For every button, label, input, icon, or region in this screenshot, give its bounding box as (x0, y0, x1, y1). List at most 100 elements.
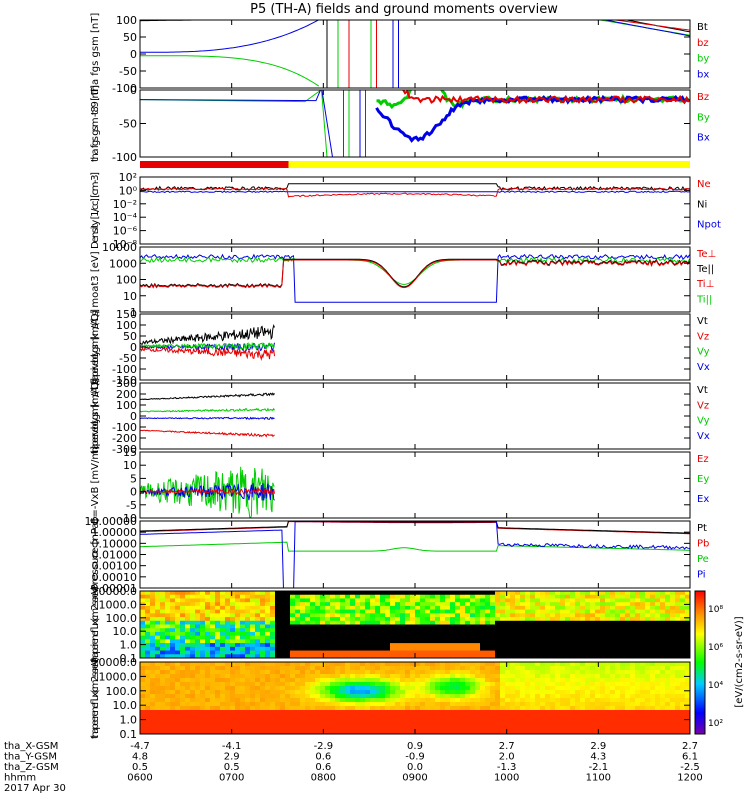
spectrogram-cell (550, 654, 556, 658)
spectrogram-cell (175, 635, 181, 640)
spectrogram-cell (420, 714, 426, 719)
spectrogram-cell (290, 670, 296, 675)
spectrogram-cell (580, 714, 586, 719)
spectrogram-cell (375, 631, 381, 637)
spectrogram-cell (415, 643, 421, 648)
spectrogram-cell (510, 635, 516, 640)
spectrogram-cell (495, 706, 501, 711)
spectrogram-cell (395, 674, 401, 679)
spectrogram-cell (440, 598, 446, 603)
spectrogram-cell (210, 686, 216, 691)
spectrogram-cell (500, 666, 506, 671)
spectrogram-cell (445, 591, 451, 596)
spectrogram-cell (395, 666, 401, 671)
spectrogram-cell (540, 639, 546, 644)
spectrogram-cell (480, 654, 486, 658)
spectrogram-cell (530, 726, 536, 731)
spectrogram-cell (360, 674, 366, 679)
spectrogram-cell (495, 666, 501, 671)
spectrogram-cell (245, 690, 251, 695)
spectrogram-cell (530, 635, 536, 640)
spectrogram-cell (395, 686, 401, 691)
spectrogram-cell (395, 609, 401, 614)
spectrogram-cell (225, 666, 231, 671)
spectrogram-cell (485, 662, 491, 667)
spectrogram-cell (530, 643, 536, 648)
spectrogram-cell (685, 722, 690, 727)
spectrogram-cell (280, 650, 286, 655)
spectrogram-cell (140, 706, 146, 711)
spectrogram-cell (415, 706, 421, 711)
spectrogram-cell (210, 591, 216, 596)
spectrogram-cell (235, 682, 241, 687)
spectrogram-cell (625, 722, 631, 727)
spectrogram-cell (220, 678, 226, 683)
spectrogram-cell (505, 613, 511, 618)
spectrogram-cell (685, 609, 690, 614)
spectrogram-cell (425, 602, 431, 607)
spectrogram-cell (215, 631, 221, 637)
spectrogram-cell (335, 702, 341, 707)
spectrogram-cell (165, 631, 171, 637)
spectrogram-cell (450, 730, 456, 734)
spectrogram-cell (365, 686, 371, 691)
spectrogram-cell (285, 605, 291, 611)
spectrogram-cell (305, 690, 311, 695)
spectrogram-cell (610, 602, 616, 607)
spectrogram-cell (275, 662, 281, 667)
spectrogram-cell (290, 643, 296, 648)
spectrogram-cell (620, 674, 626, 679)
spectrogram-cell (435, 613, 441, 618)
spectrogram-cell (345, 678, 351, 683)
spectrogram-cell (255, 722, 261, 727)
spectrogram-cell (395, 722, 401, 727)
spectrogram-cell (600, 682, 606, 687)
y-tick-label: 1.0 (120, 714, 138, 727)
spectrogram-cell (410, 722, 416, 727)
spectrogram-cell (165, 643, 171, 648)
spectrogram-cell (360, 650, 366, 655)
spectrogram-cell (555, 722, 561, 727)
spectrogram-cell (660, 694, 666, 699)
spectrogram-cell (140, 635, 146, 640)
spectrogram-cell (485, 730, 491, 734)
vt-trace (140, 323, 275, 345)
spectrogram-cell (385, 609, 391, 614)
spectrogram-cell (470, 698, 476, 703)
spectrogram-cell (335, 643, 341, 648)
spectrogram-cell (640, 670, 646, 675)
spectrogram-cell (465, 654, 471, 658)
spectrogram-cell (645, 706, 651, 711)
spectrogram-cell (195, 602, 201, 607)
spectrogram-cell (190, 635, 196, 640)
spectrogram-cell (325, 690, 331, 695)
spectrogram-cell (505, 631, 511, 637)
spectrogram-cell (400, 628, 406, 633)
spectrogram-cell (365, 613, 371, 618)
spectrogram-cell (430, 706, 436, 711)
spectrogram-cell (675, 702, 681, 707)
spectrogram-cell (640, 686, 646, 691)
spectrogram-cell (670, 602, 676, 607)
spectrogram-cell (325, 635, 331, 640)
spectrogram-cell (665, 591, 671, 596)
spectrogram-cell (205, 706, 211, 711)
spectrogram-cell (195, 666, 201, 671)
spectrogram-cell (370, 718, 376, 723)
legend-entry: Ne (697, 179, 711, 190)
spectrogram-cell (485, 670, 491, 675)
spectrogram-cell (615, 635, 621, 640)
spectrogram-cell (475, 706, 481, 711)
spectrogram-cell (305, 686, 311, 691)
spectrogram-cell (615, 698, 621, 703)
spectrogram-cell (165, 678, 171, 683)
spectrogram-cell (360, 646, 366, 652)
spectrogram-cell (685, 714, 690, 719)
spectrogram-cell (540, 594, 546, 600)
spectrogram-cell (460, 624, 466, 629)
spectrogram-cell (405, 662, 411, 667)
spectrogram-cell (645, 602, 651, 607)
spectrogram-cell (335, 694, 341, 699)
spectrogram-cell (565, 609, 571, 614)
spectrogram-cell (610, 694, 616, 699)
